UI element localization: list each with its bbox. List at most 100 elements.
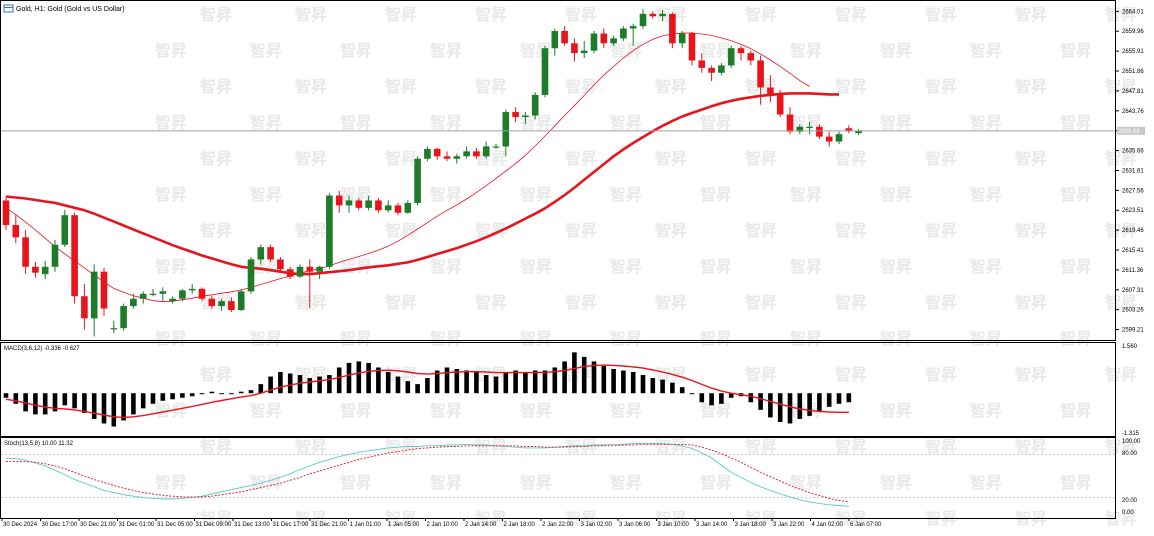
watermark-mark: 智昇	[520, 401, 552, 420]
candle-body	[610, 38, 617, 44]
time-tick-label: 3 Jan 22:00	[773, 522, 805, 528]
time-tick-label: 31 Dec 21:00	[311, 522, 347, 528]
watermark-mark: 智昇	[295, 149, 327, 168]
watermark-mark: 智昇	[1015, 149, 1047, 168]
watermark-mark: 智昇	[700, 41, 732, 60]
candle	[845, 125, 853, 134]
macd-histogram-bar	[317, 376, 322, 394]
candle	[522, 112, 529, 125]
candle-body	[492, 146, 500, 148]
candle	[130, 293, 137, 309]
time-tick-label: 6 Jan 07:00	[850, 522, 882, 528]
time-tick-label: 30 Dec 2024	[3, 522, 38, 528]
macd-histogram-bar	[42, 393, 48, 415]
candle-body	[708, 67, 715, 73]
macd-histogram-bar	[591, 361, 597, 394]
watermark-mark: 智昇	[970, 401, 1002, 420]
candle	[473, 147, 480, 159]
time-tick-label: 31 Dec 13:00	[234, 522, 270, 528]
candle-body	[32, 266, 39, 273]
candle	[757, 55, 764, 105]
watermark-mark: 智昇	[745, 293, 777, 312]
macd-histogram-bar	[150, 393, 156, 404]
candle-body	[394, 205, 402, 213]
candle-body	[718, 65, 725, 73]
watermark-mark: 智昇	[1105, 365, 1137, 384]
chart-header: Gold, H1: Gold (Gold vs US Dollar)	[3, 4, 125, 13]
candle-body	[188, 288, 196, 291]
candle	[267, 244, 274, 262]
watermark-mark: 智昇	[475, 293, 507, 312]
candle-body	[257, 247, 265, 260]
candle-body	[12, 225, 20, 238]
candle	[482, 141, 490, 159]
candle	[649, 11, 657, 19]
candle	[71, 212, 78, 304]
candle	[365, 195, 372, 211]
watermark-mark: 智昇	[475, 221, 507, 240]
chart-window-icon	[3, 4, 14, 13]
stoch-axis-20: 20.00	[1122, 498, 1138, 504]
watermark-mark: 智昇	[200, 77, 232, 96]
candle	[433, 147, 441, 160]
watermark-mark: 智昇	[1060, 401, 1092, 420]
watermark-mark: 智昇	[200, 5, 232, 24]
stoch-axis-0: 0.00	[1122, 510, 1134, 516]
watermark-mark: 智昇	[385, 77, 417, 96]
candle	[541, 45, 549, 98]
watermark-mark: 智昇	[565, 293, 597, 312]
watermark-mark: 智昇	[155, 329, 187, 348]
watermark-mark: 智昇	[475, 77, 507, 96]
macd-histogram-bar	[131, 393, 136, 415]
watermark-mark: 智昇	[430, 473, 462, 492]
candle-body	[81, 296, 88, 319]
watermark-mark: 智昇	[385, 221, 417, 240]
watermark-mark: 智昇	[520, 257, 552, 276]
watermark-mark: 智昇	[200, 293, 232, 312]
watermark-mark: 智昇	[1060, 113, 1092, 132]
watermark-mark: 智昇	[520, 473, 552, 492]
candle	[659, 9, 666, 22]
time-tick-label: 31 Dec 01:00	[119, 522, 155, 528]
candle-body	[424, 148, 431, 159]
candle-body	[208, 298, 216, 307]
watermark-mark: 智昇	[200, 149, 232, 168]
watermark-mark: 智昇	[430, 41, 462, 60]
macd-histogram-bar	[385, 372, 391, 394]
macd-histogram-bar	[189, 393, 195, 397]
candle-body	[198, 288, 206, 299]
macd-label: MACD(3,6,12) -0.336 -0.627	[4, 346, 80, 352]
watermark-mark: 智昇	[925, 437, 957, 456]
candle-body	[453, 156, 461, 159]
candle-body	[296, 266, 304, 277]
watermark-mark: 智昇	[880, 473, 912, 492]
candle-body	[169, 298, 176, 302]
candle-body	[698, 60, 706, 68]
candle-body	[110, 328, 118, 330]
macd-histogram-bar	[376, 367, 381, 394]
time-tick-label: 30 Dec 21:00	[80, 522, 116, 528]
watermark-mark: 智昇	[925, 77, 957, 96]
candle	[776, 89, 784, 117]
macd-histogram-bar	[758, 393, 763, 410]
candle-body	[149, 293, 157, 295]
macd-histogram-bar	[307, 378, 313, 394]
candle-body	[825, 136, 833, 142]
candle	[139, 291, 147, 304]
candle-body	[130, 298, 137, 307]
price-tick-label: 2615.41	[1122, 248, 1144, 254]
watermark-mark: 智昇	[430, 329, 462, 348]
current-price-label: 2639.68	[1118, 129, 1140, 135]
watermark-mark: 智昇	[200, 221, 232, 240]
watermark-mark: 智昇	[295, 5, 327, 24]
time-tick-label: 3 Jan 02:00	[581, 522, 613, 528]
macd-histogram-bar	[238, 391, 244, 394]
watermark-mark: 智昇	[1105, 149, 1137, 168]
candle-body	[649, 13, 657, 17]
candle	[718, 62, 725, 76]
watermark-mark: 智昇	[1015, 293, 1047, 312]
watermark-mark: 智昇	[385, 437, 417, 456]
